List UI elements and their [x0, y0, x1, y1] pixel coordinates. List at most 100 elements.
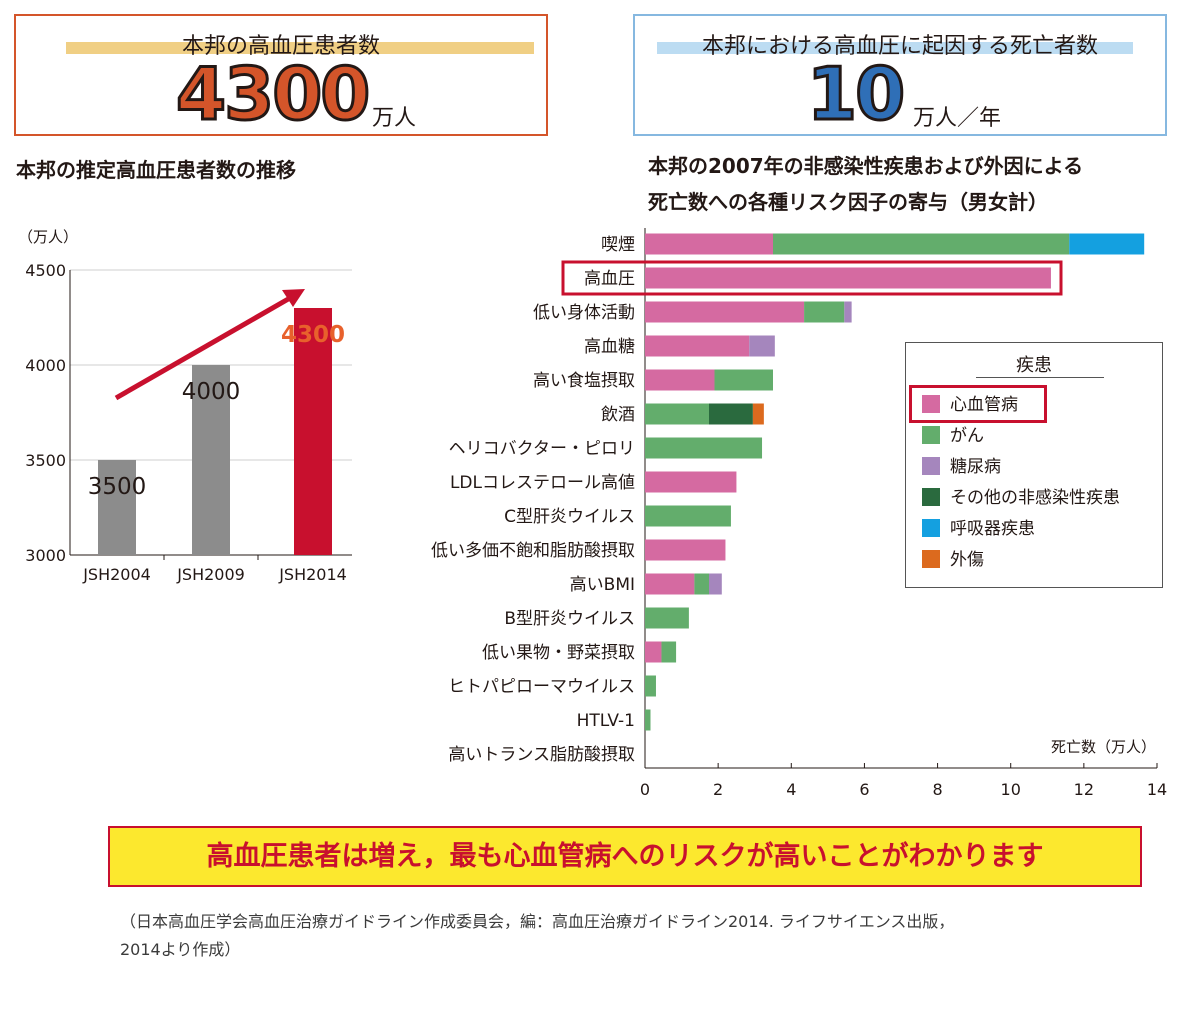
- x-tick-label: 10: [1001, 780, 1021, 799]
- bar-segment: [645, 335, 750, 357]
- legend-label: 心血管病: [950, 395, 1018, 415]
- bar-segment: [714, 369, 773, 391]
- legend-item: 外傷: [922, 548, 984, 572]
- legend-label: 呼吸器疾患: [950, 519, 1035, 539]
- category-label: 低い身体活動: [533, 303, 635, 323]
- data-label: 3500: [88, 474, 147, 500]
- patient-count-box: 本邦の高血圧患者数 4300 万人: [14, 14, 548, 138]
- title-highlight: [66, 42, 534, 54]
- y-tick-label: 4000: [25, 356, 66, 375]
- bar-segment: [645, 403, 709, 425]
- x-tick-label: 4: [786, 780, 796, 799]
- patient-count-number: 4300: [174, 51, 371, 138]
- bar-segment: [749, 335, 775, 357]
- left-chart-heading: 本邦の推定高血圧患者数の推移: [16, 158, 296, 182]
- patient-count-title: 本邦の高血圧患者数: [181, 34, 380, 59]
- source-line-2: 2014より作成）: [120, 940, 241, 959]
- source-citation: （日本高血圧学会高血圧治療ガイドライン作成委員会，編：高血圧治療ガイドライン20…: [120, 908, 1160, 964]
- category-label: 高い食塩摂取: [533, 371, 635, 391]
- bar: [192, 365, 230, 555]
- legend-divider: [976, 377, 1104, 378]
- legend-swatch: [922, 457, 940, 475]
- bar-segment: [645, 641, 662, 663]
- legend-item: 糖尿病: [922, 455, 1001, 479]
- legend-item: 心血管病: [922, 393, 1018, 417]
- category-label: B型肝炎ウイルス: [504, 609, 635, 629]
- legend-item: 呼吸器疾患: [922, 517, 1035, 541]
- legend-swatch: [922, 426, 940, 444]
- category-label: 飲酒: [601, 405, 635, 425]
- x-tick-label: 6: [859, 780, 869, 799]
- right-chart-heading-line1: 本邦の2007年の非感染性疾患および外因による: [648, 154, 1084, 178]
- legend-swatch: [922, 550, 940, 568]
- bar-segment: [645, 573, 695, 595]
- y-tick-label: 3500: [25, 451, 66, 470]
- bar-segment: [645, 675, 656, 697]
- bar: [98, 460, 136, 555]
- trend-arrow-shaft: [114, 295, 292, 401]
- bar-segment: [1069, 233, 1145, 255]
- category-label: 低い果物・野菜摂取: [482, 643, 635, 663]
- legend-swatch: [922, 519, 940, 537]
- bar-segment: [645, 607, 689, 629]
- x-tick-label: 2: [713, 780, 723, 799]
- right-chart-heading-line2: 死亡数への各種リスク因子の寄与（男女計）: [648, 190, 1048, 214]
- bar-segment: [661, 641, 677, 663]
- bar-segment: [694, 573, 709, 595]
- legend-swatch: [922, 488, 940, 506]
- bar-segment: [645, 301, 805, 323]
- category-label: LDLコレステロール高値: [450, 473, 635, 493]
- conclusion-callout: 高血圧患者は増え，最も心血管病へのリスクが高いことがわかります: [108, 826, 1142, 887]
- y-axis-label: （万人）: [18, 228, 78, 246]
- death-count-box: 本邦における高血圧に起因する死亡者数 10 万人／年: [633, 14, 1167, 138]
- x-tick-label: JSH2004: [82, 565, 151, 584]
- legend-label: 糖尿病: [950, 457, 1001, 477]
- bar-segment: [645, 267, 1051, 289]
- x-tick-label: 8: [932, 780, 942, 799]
- category-label: ヘリコバクター・ピロリ: [449, 439, 635, 459]
- legend-item: がん: [922, 424, 984, 448]
- y-tick-label: 3000: [25, 546, 66, 565]
- title-highlight: [657, 42, 1133, 54]
- category-label: 高血糖: [584, 337, 635, 357]
- y-tick-label: 4500: [25, 261, 66, 280]
- data-label: 4000: [182, 379, 241, 405]
- bar-segment: [709, 573, 722, 595]
- bar-segment: [752, 403, 764, 425]
- legend-title: 疾患: [1016, 355, 1052, 376]
- bar-segment: [645, 233, 773, 255]
- bar-segment: [804, 301, 845, 323]
- category-label: HTLV-1: [577, 711, 635, 731]
- bar: [294, 308, 332, 555]
- bar-segment: [645, 369, 715, 391]
- category-label: 高いトランス脂肪酸摂取: [448, 745, 635, 765]
- x-tick-label: 12: [1074, 780, 1094, 799]
- death-count-unit: 万人／年: [913, 106, 1002, 131]
- category-label: 高いBMI: [570, 575, 635, 595]
- bar-segment: [645, 437, 763, 459]
- category-label: ヒトパピローマウイルス: [448, 677, 635, 697]
- death-count-number: 10: [805, 51, 906, 138]
- bar-segment: [709, 403, 753, 425]
- x-tick-label: 0: [640, 780, 650, 799]
- bar-segment: [844, 301, 852, 323]
- source-line-1: （日本高血圧学会高血圧治療ガイドライン作成委員会，編：高血圧治療ガイドライン20…: [120, 912, 955, 931]
- highlight-frame: [561, 260, 1063, 296]
- legend-swatch: [922, 395, 940, 413]
- bar-segment: [645, 505, 731, 527]
- death-count-title: 本邦における高血圧に起因する死亡者数: [701, 34, 1098, 59]
- trend-arrow-head: [282, 289, 305, 307]
- legend-label: がん: [950, 426, 984, 446]
- bar-segment: [645, 471, 737, 493]
- legend-label: その他の非感染性疾患: [950, 488, 1120, 508]
- legend-item: その他の非感染性疾患: [922, 486, 1120, 510]
- bar-segment: [645, 539, 726, 561]
- patient-trend-chart: （万人） 3000 3500 4000 4500 JSH2004 3500 JSH2009 4…: [18, 228, 352, 584]
- bar-segment: [645, 709, 651, 731]
- category-label: 低い多価不飽和脂肪酸摂取: [431, 541, 635, 561]
- chart-legend: 疾患 心血管病がん糖尿病その他の非感染性疾患 呼吸器疾患外傷: [905, 342, 1163, 588]
- category-label: 喫煙: [601, 235, 635, 255]
- legend-highlight-frame: [909, 385, 1047, 423]
- x-tick-label: 14: [1147, 780, 1167, 799]
- x-axis-label: 死亡数（万人）: [1051, 738, 1156, 756]
